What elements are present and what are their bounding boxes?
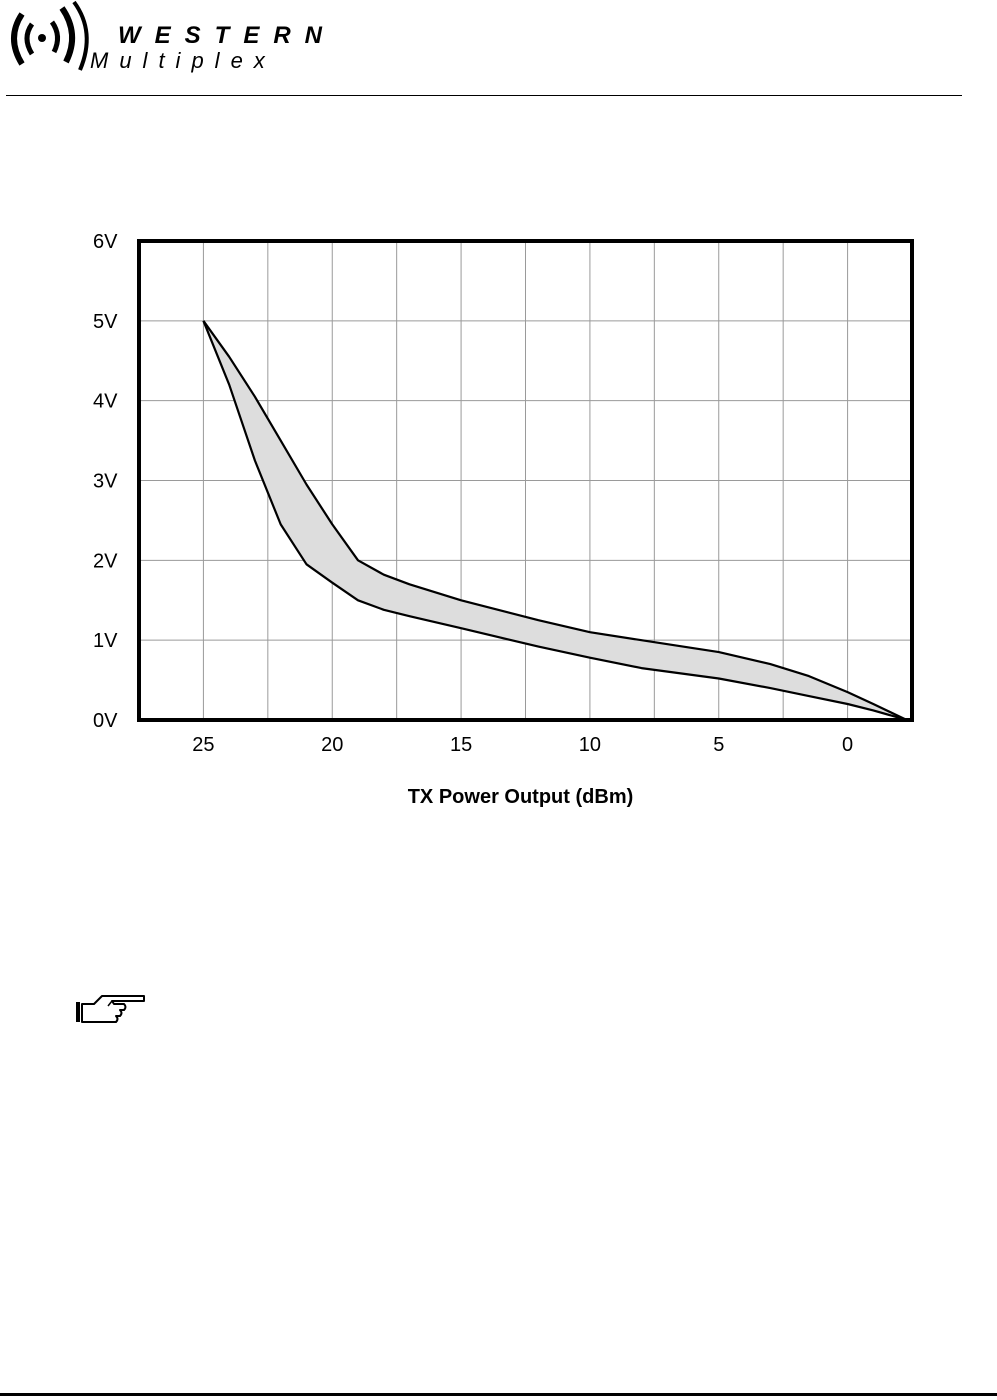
logo-wordmark-western: WESTERN [118, 22, 336, 49]
logo-wordmark-multiplex: Multiplex [90, 48, 276, 73]
x-tick-label: 15 [450, 734, 472, 756]
header-divider [6, 95, 962, 96]
footer-divider [0, 1393, 997, 1396]
y-tick-label: 3V [93, 471, 118, 493]
x-tick-label: 20 [321, 734, 343, 756]
x-axis-title: TX Power Output (dBm) [408, 786, 634, 808]
pointing-hand-icon [76, 995, 145, 1023]
y-tick-label: 2V [93, 550, 118, 572]
x-tick-label: 25 [192, 734, 214, 756]
y-tick-label: 1V [93, 630, 118, 652]
radio-waves-icon [11, 0, 89, 71]
y-tick-label: 0V [93, 710, 118, 732]
tx-power-chart: 0V 1V 2V 3V 4V 5V 6V 25 20 15 10 5 0 TX Power Output … [93, 231, 914, 808]
y-tick-label: 4V [93, 391, 118, 413]
x-tick-label: 5 [713, 734, 724, 756]
plot-frame [137, 239, 914, 722]
x-tick-label: 10 [579, 734, 601, 756]
upper-limit-line [202, 320, 908, 721]
western-multiplex-logo: WESTERN Multiplex [0, 0, 340, 80]
lower-limit-line [202, 320, 908, 722]
x-tick-label: 0 [842, 734, 853, 756]
voltage-band-fill [203, 320, 907, 720]
y-tick-label: 6V [93, 231, 118, 253]
y-tick-label: 5V [93, 311, 118, 333]
